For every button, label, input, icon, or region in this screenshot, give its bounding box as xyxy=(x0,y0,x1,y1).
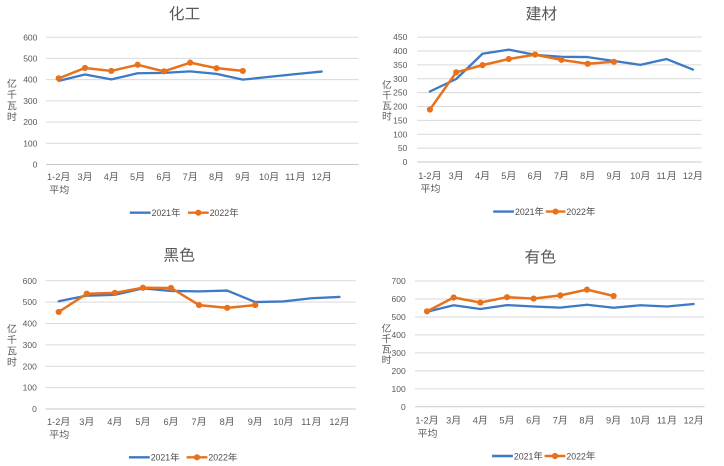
svg-text:7: 7 xyxy=(554,171,559,181)
svg-text:2021: 2021 xyxy=(515,207,535,217)
svg-text:2022: 2022 xyxy=(208,453,228,463)
svg-text:300: 300 xyxy=(392,348,406,358)
svg-text:700: 700 xyxy=(392,276,406,286)
svg-text:8: 8 xyxy=(580,171,585,181)
svg-text:400: 400 xyxy=(393,46,407,56)
svg-text:3: 3 xyxy=(79,417,84,427)
svg-text:200: 200 xyxy=(392,366,406,376)
svg-text:5: 5 xyxy=(130,172,135,182)
svg-text:9: 9 xyxy=(606,171,611,181)
svg-text:400: 400 xyxy=(392,330,406,340)
svg-text:0: 0 xyxy=(33,160,38,170)
svg-text:300: 300 xyxy=(23,340,37,350)
svg-text:9: 9 xyxy=(235,172,240,182)
svg-text:6: 6 xyxy=(528,171,533,181)
svg-text:4: 4 xyxy=(107,417,112,427)
svg-text:10: 10 xyxy=(630,171,640,181)
svg-text:10: 10 xyxy=(630,416,640,426)
svg-text:0: 0 xyxy=(403,157,408,167)
svg-text:200: 200 xyxy=(23,117,37,127)
svg-text:600: 600 xyxy=(23,276,37,286)
svg-text:300: 300 xyxy=(23,96,37,106)
svg-text:5: 5 xyxy=(501,171,506,181)
svg-text:12: 12 xyxy=(312,172,322,182)
svg-text:7: 7 xyxy=(183,172,188,182)
svg-text:5: 5 xyxy=(135,417,140,427)
svg-text:100: 100 xyxy=(392,384,406,394)
svg-text:11: 11 xyxy=(301,417,311,427)
svg-text:100: 100 xyxy=(393,129,407,139)
svg-text:12: 12 xyxy=(329,417,339,427)
svg-text:2021: 2021 xyxy=(151,453,171,463)
svg-text:7: 7 xyxy=(553,416,558,426)
svg-text:6: 6 xyxy=(156,172,161,182)
svg-text:6: 6 xyxy=(163,417,168,427)
svg-text:8: 8 xyxy=(209,172,214,182)
svg-text:2021: 2021 xyxy=(514,451,534,461)
svg-text:350: 350 xyxy=(393,60,407,70)
svg-text:50: 50 xyxy=(398,143,408,153)
svg-text:100: 100 xyxy=(23,138,37,148)
svg-text:9: 9 xyxy=(606,416,611,426)
svg-text:8: 8 xyxy=(220,417,225,427)
svg-text:4: 4 xyxy=(473,416,478,426)
svg-text:5: 5 xyxy=(499,416,504,426)
svg-text:100: 100 xyxy=(23,383,37,393)
svg-text:400: 400 xyxy=(23,75,37,85)
svg-text:150: 150 xyxy=(393,115,407,125)
svg-text:10: 10 xyxy=(259,172,269,182)
svg-text:450: 450 xyxy=(393,32,407,42)
svg-text:0: 0 xyxy=(32,404,37,414)
svg-text:3: 3 xyxy=(449,171,454,181)
svg-text:11: 11 xyxy=(285,172,295,182)
svg-text:3: 3 xyxy=(77,172,82,182)
svg-text:0: 0 xyxy=(401,402,406,412)
svg-text:1-2: 1-2 xyxy=(47,417,60,427)
svg-text:1-2: 1-2 xyxy=(47,172,60,182)
svg-text:1-2: 1-2 xyxy=(415,416,428,426)
svg-text:11: 11 xyxy=(657,416,667,426)
svg-text:600: 600 xyxy=(392,294,406,304)
svg-text:400: 400 xyxy=(23,319,37,329)
svg-text:12: 12 xyxy=(683,416,693,426)
svg-text:200: 200 xyxy=(393,102,407,112)
svg-text:250: 250 xyxy=(393,88,407,98)
svg-text:500: 500 xyxy=(23,53,37,63)
svg-text:1-2: 1-2 xyxy=(418,171,431,181)
svg-text:8: 8 xyxy=(579,416,584,426)
svg-text:600: 600 xyxy=(23,32,37,42)
svg-text:9: 9 xyxy=(248,417,253,427)
svg-text:500: 500 xyxy=(392,312,406,322)
svg-text:6: 6 xyxy=(526,416,531,426)
svg-text:2022: 2022 xyxy=(210,208,230,218)
svg-text:200: 200 xyxy=(23,361,37,371)
svg-text:300: 300 xyxy=(393,74,407,84)
svg-text:500: 500 xyxy=(23,297,37,307)
svg-text:4: 4 xyxy=(104,172,109,182)
svg-text:11: 11 xyxy=(656,171,666,181)
svg-text:12: 12 xyxy=(683,171,693,181)
svg-text:2022: 2022 xyxy=(566,451,586,461)
svg-text:2022: 2022 xyxy=(566,207,586,217)
svg-text:3: 3 xyxy=(446,416,451,426)
svg-text:7: 7 xyxy=(192,417,197,427)
svg-text:10: 10 xyxy=(273,417,283,427)
svg-text:4: 4 xyxy=(475,171,480,181)
svg-text:2021: 2021 xyxy=(152,208,172,218)
